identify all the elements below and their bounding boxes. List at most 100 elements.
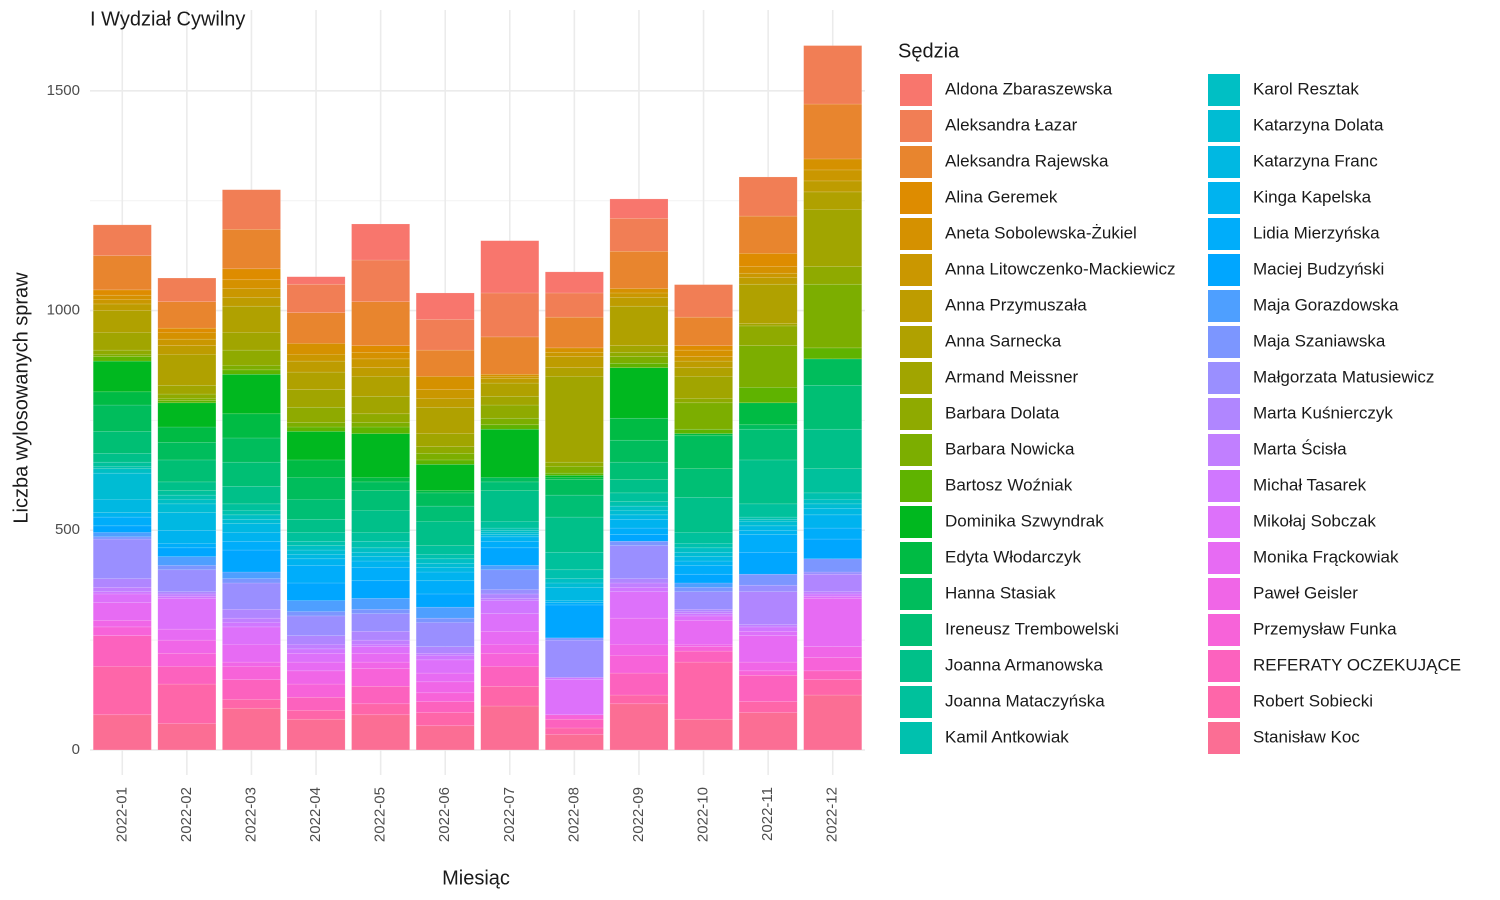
bar-segment: [480, 481, 540, 491]
bar-segment: [803, 428, 863, 469]
bar-segment: [415, 492, 475, 507]
bar-segment: [351, 352, 410, 360]
bar-segment: [803, 266, 863, 285]
bar-segment: [480, 593, 540, 599]
bar-segment: [415, 593, 475, 608]
bar-segment: [222, 374, 281, 415]
bar-segment: [415, 622, 475, 647]
bar-segment: [738, 551, 798, 575]
bar-segment: [286, 360, 346, 373]
bar-segment: [415, 406, 475, 434]
bar-segment: [415, 490, 475, 494]
bar-segment: [351, 422, 410, 428]
bar-segment: [674, 551, 733, 557]
bar-segment: [674, 349, 733, 357]
legend-key: [1208, 218, 1240, 250]
legend-label: Katarzyna Dolata: [1253, 115, 1384, 134]
bar-segment: [738, 323, 798, 327]
bar-segment: [351, 556, 410, 562]
bar-segment: [157, 332, 217, 340]
bar-segment: [92, 391, 152, 406]
bar-segment: [480, 376, 540, 379]
bar-segment: [480, 378, 540, 384]
bar-segment: [738, 701, 798, 713]
bar-segment: [157, 277, 217, 303]
bar-segment: [674, 718, 733, 751]
legend-label: Małgorzata Matusiewicz: [1253, 367, 1434, 386]
bar-segment: [480, 644, 540, 654]
legend-label: Aleksandra Łazar: [945, 115, 1078, 134]
legend-key: [900, 506, 932, 538]
x-tick-label: 2022-02: [178, 787, 195, 842]
bar-segment: [480, 382, 540, 397]
bar-segment: [157, 569, 217, 593]
bar-segment: [286, 696, 346, 711]
bar-segment: [609, 198, 669, 219]
bar-segment: [415, 712, 475, 727]
legend-label: Monika Frąckowiak: [1253, 547, 1399, 566]
bar-segment: [286, 312, 346, 344]
legend-key: [900, 182, 932, 214]
bar-segment: [545, 271, 604, 294]
legend-label: Armand Meissner: [945, 367, 1079, 386]
bar-segment: [609, 540, 669, 546]
bar-segment: [674, 532, 733, 544]
bar-segment: [609, 519, 669, 529]
bar-segment: [415, 433, 475, 448]
bar-segment: [415, 580, 475, 595]
bar-segment: [545, 494, 604, 518]
legend-label: Marta Ścisła: [1253, 439, 1347, 458]
bar-segment: [545, 727, 604, 735]
bar-segment: [222, 486, 281, 505]
bar-segment: [674, 435, 733, 469]
bar-segment: [738, 387, 798, 404]
bar-segment: [738, 635, 798, 663]
bar-segment: [222, 532, 281, 542]
bar-segment: [545, 479, 604, 496]
x-tick-label: 2022-01: [113, 787, 130, 842]
bar-segment: [157, 398, 217, 401]
bar-segment: [351, 668, 410, 687]
bar-segment: [674, 284, 733, 318]
bar-segment: [480, 490, 540, 522]
bar-segment: [222, 413, 281, 439]
bar-segment: [480, 613, 540, 632]
bar-segment: [609, 587, 669, 593]
bar-segment: [92, 360, 152, 393]
bar-segment: [415, 389, 475, 399]
x-tick-label: 2022-12: [824, 787, 841, 842]
bar-segment: [545, 677, 604, 680]
bar-segment: [674, 560, 733, 566]
bar-segment: [674, 661, 733, 720]
bar-segment: [674, 565, 733, 575]
bar-segment: [480, 547, 540, 566]
bar-segment: [351, 551, 410, 557]
bar-segment: [738, 345, 798, 388]
bar-segment: [415, 292, 475, 320]
bar-segment: [157, 666, 217, 685]
bar-segment: [545, 637, 604, 641]
bar-segment: [92, 303, 152, 311]
bar-segment: [351, 613, 410, 632]
bar-segment: [286, 477, 346, 500]
legend-label: Edyta Włodarczyk: [945, 547, 1082, 566]
legend-key: [1208, 254, 1240, 286]
bar-segment: [222, 288, 281, 298]
bar-segment: [92, 591, 152, 595]
bar-segment: [674, 573, 733, 584]
bar-segment: [545, 516, 604, 553]
legend-key: [900, 470, 932, 502]
bar-segment: [545, 472, 604, 476]
legend-key: [1208, 614, 1240, 646]
bar-segment: [674, 398, 733, 404]
x-tick-label: 2022-05: [372, 787, 389, 842]
bar-segment: [609, 250, 669, 289]
bar-segment: [286, 554, 346, 560]
x-tick-label: 2022-09: [630, 787, 647, 842]
legend-label: Joanna Armanowska: [945, 655, 1103, 674]
bar-segment: [738, 670, 798, 676]
bar-segment: [92, 532, 152, 538]
legend-label: Katarzyna Franc: [1253, 151, 1378, 170]
bar-segment: [286, 670, 346, 685]
bar-segment: [157, 512, 217, 531]
